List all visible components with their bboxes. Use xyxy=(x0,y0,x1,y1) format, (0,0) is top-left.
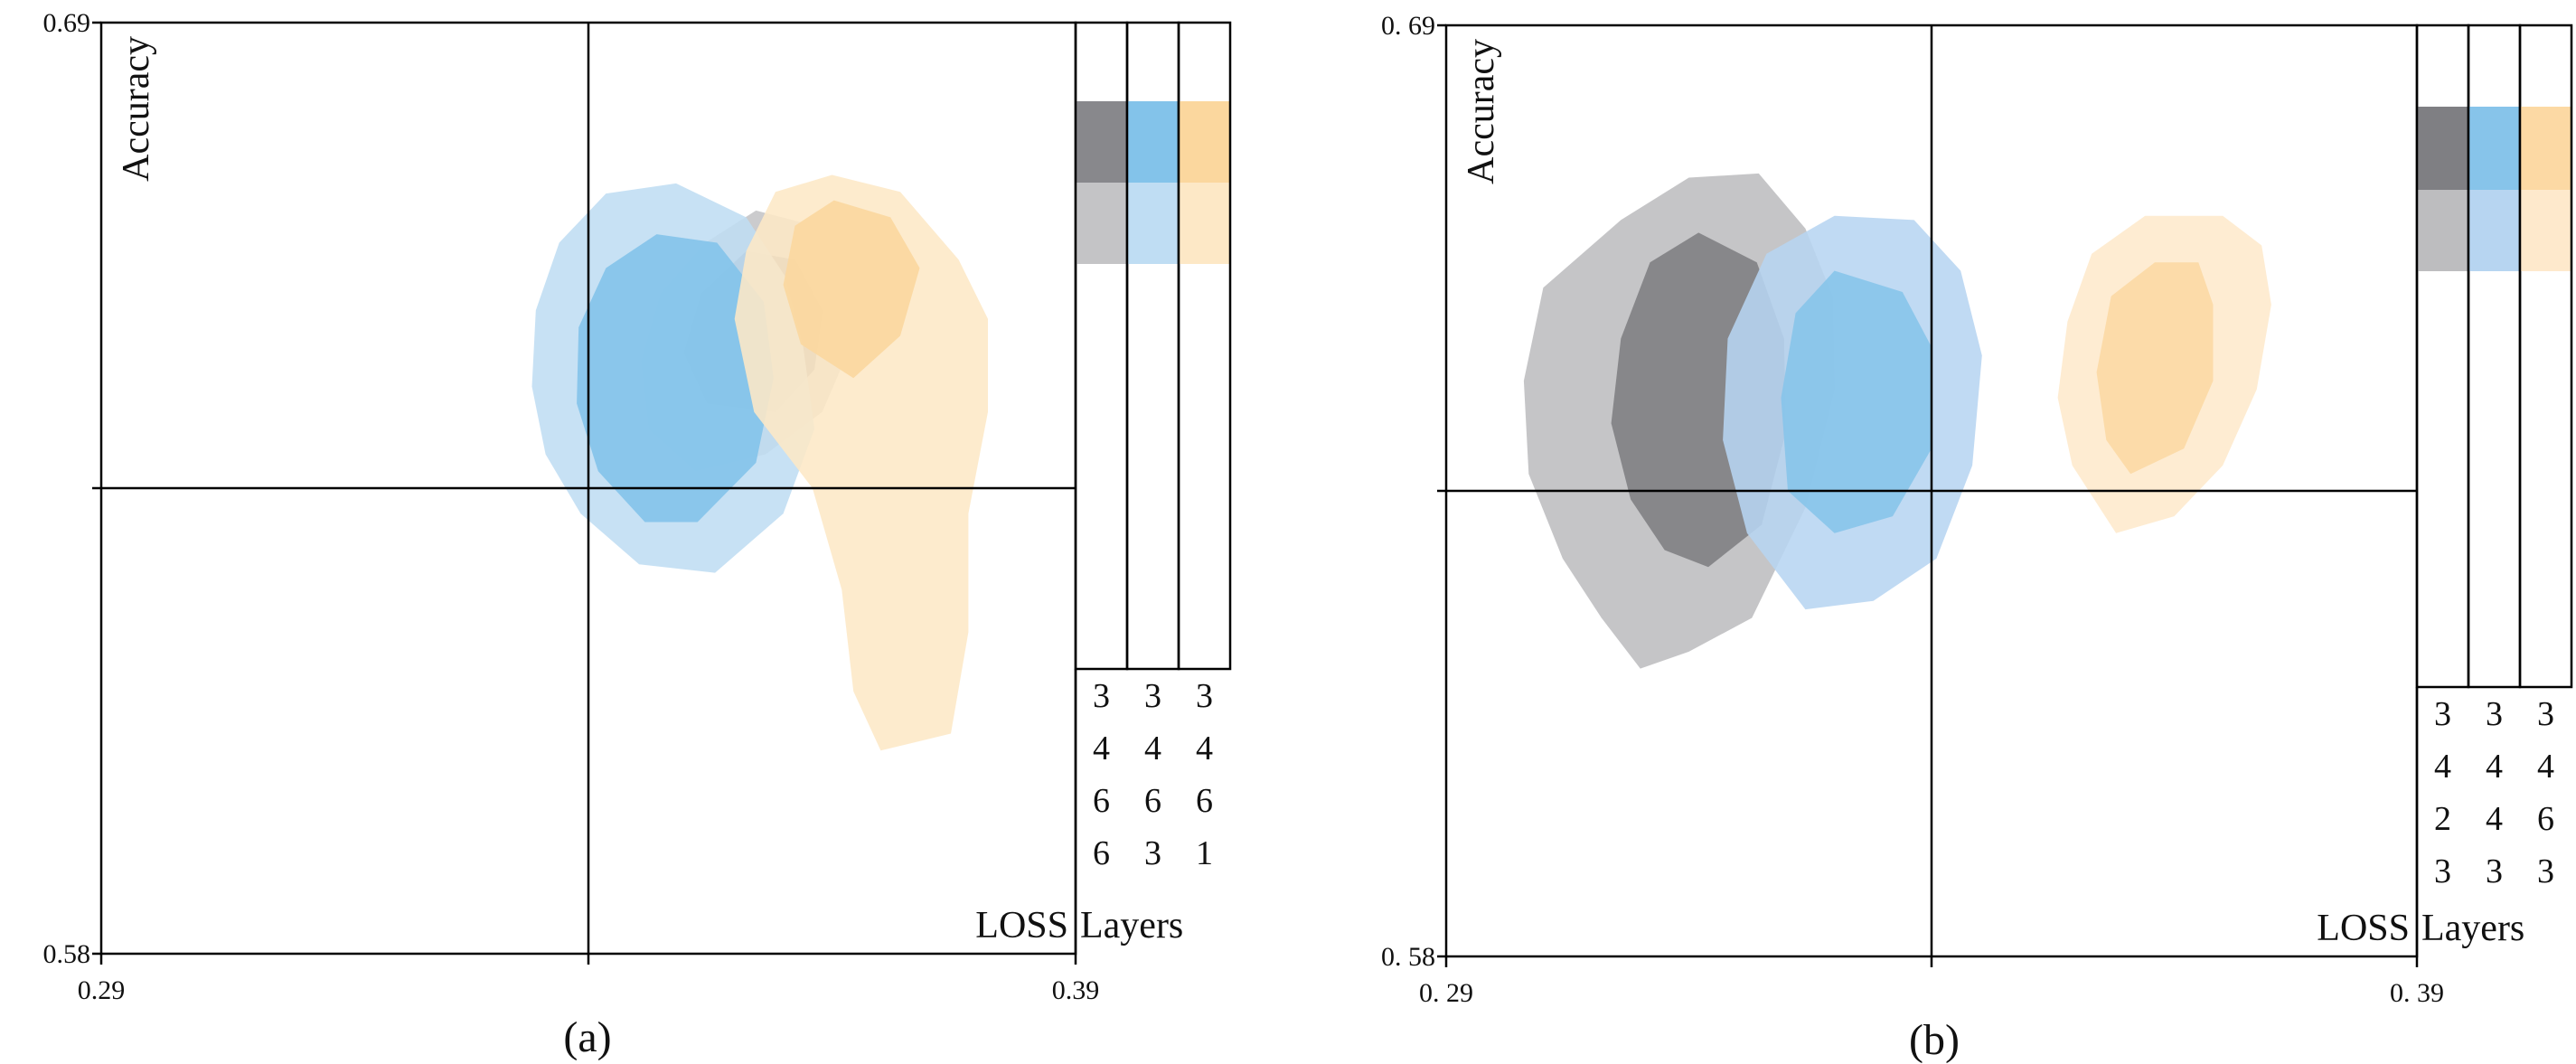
y-tick-label-bottom: 0. 58 xyxy=(1381,942,1435,972)
legend-layer-digit: 3 xyxy=(2537,852,2554,890)
legend-swatch-light-3423 xyxy=(2417,190,2468,271)
legend-layer-digit: 3 xyxy=(2486,852,2503,890)
contour-inner-3443 xyxy=(1781,270,1932,533)
legend-layer-digit: 3 xyxy=(1144,834,1161,872)
legend-layer-digit: 4 xyxy=(2486,800,2503,838)
legend-layer-digit: 3 xyxy=(2486,695,2503,733)
legend-layer-digit: 3 xyxy=(1144,677,1161,715)
legend-layer-digit: 4 xyxy=(2537,748,2554,786)
x-axis-label: LOSS xyxy=(975,905,1068,946)
legend-swatch-light-3443 xyxy=(2468,190,2520,271)
y-tick-label-top: 0. 69 xyxy=(1381,11,1435,41)
y-tick-label-bottom: 0.58 xyxy=(43,939,91,969)
y-axis-label: Accuracy xyxy=(116,36,157,182)
series-3463 xyxy=(2057,215,2271,533)
legend-layer-digit: 4 xyxy=(2434,748,2451,786)
series-3461 xyxy=(734,174,988,751)
legend-layer-digit: 1 xyxy=(1196,834,1213,872)
legend-swatch-dark-3463 xyxy=(1127,101,1179,183)
y-axis-label: Accuracy xyxy=(1461,39,1502,184)
legend-layer-digit: 4 xyxy=(1144,730,1161,767)
legend-layer-digit: 3 xyxy=(2434,852,2451,890)
contour-inner-3461 xyxy=(783,200,920,379)
series-3443 xyxy=(1723,215,1982,610)
legend-column-3463 xyxy=(2518,24,2573,689)
legend-layer-digit: 6 xyxy=(1196,782,1213,820)
panel-b: 0. 690. 580. 29 0. 39AccuracyLOSS34233443… xyxy=(1381,11,2573,1064)
legend-swatch-dark-3461 xyxy=(1179,101,1230,183)
legend-layer-digit: 6 xyxy=(1093,834,1110,872)
contour-inner-3463 xyxy=(577,234,774,523)
legend-swatch-dark-3423 xyxy=(2417,107,2468,190)
legend-swatch-dark-3463 xyxy=(2520,107,2571,190)
legend-layer-digit: 3 xyxy=(2537,695,2554,733)
legend-swatch-dark-3466 xyxy=(1076,101,1127,183)
legend-layer-digit: 4 xyxy=(1093,730,1110,767)
legend-column-3461 xyxy=(1177,21,1232,671)
legend-title: Layers xyxy=(1080,905,1183,946)
legend-swatch-dark-3443 xyxy=(2468,107,2520,190)
legend-title: Layers xyxy=(2421,908,2524,949)
legend-layer-digit: 2 xyxy=(2434,800,2451,838)
legend-layer-digit: 3 xyxy=(1196,677,1213,715)
x-tick-label-left: 0. 29 xyxy=(1419,978,1473,1008)
legend-swatch-light-3461 xyxy=(1179,183,1230,264)
panel-caption: (b) xyxy=(1909,1016,1960,1064)
y-tick-label-top: 0.69 xyxy=(43,8,91,38)
panel-caption: (a) xyxy=(563,1013,611,1061)
x-tick-label-right: 0.39 xyxy=(1052,975,1100,1005)
legend-layer-digit: 4 xyxy=(2486,748,2503,786)
legend-layer-digit: 4 xyxy=(1196,730,1213,767)
legend-layer-digit: 3 xyxy=(1093,677,1110,715)
contour-inner-3463 xyxy=(2096,262,2214,475)
legend-layer-digit: 3 xyxy=(2434,695,2451,733)
legend-layer-digit: 6 xyxy=(1093,782,1110,820)
x-tick-label-left: 0.29 xyxy=(78,975,126,1005)
x-tick-label-right: 0. 39 xyxy=(2390,978,2444,1008)
legend-layer-digit: 6 xyxy=(2537,800,2554,838)
panel-a: 0.690.580.29 0.39AccuracyLOSS346634633461… xyxy=(43,8,1232,1061)
legend-swatch-light-3463 xyxy=(2520,190,2571,271)
legend-swatch-light-3466 xyxy=(1076,183,1127,264)
x-axis-label: LOSS xyxy=(2317,908,2410,949)
legend-swatch-light-3463 xyxy=(1127,183,1179,264)
legend-layer-digit: 6 xyxy=(1144,782,1161,820)
